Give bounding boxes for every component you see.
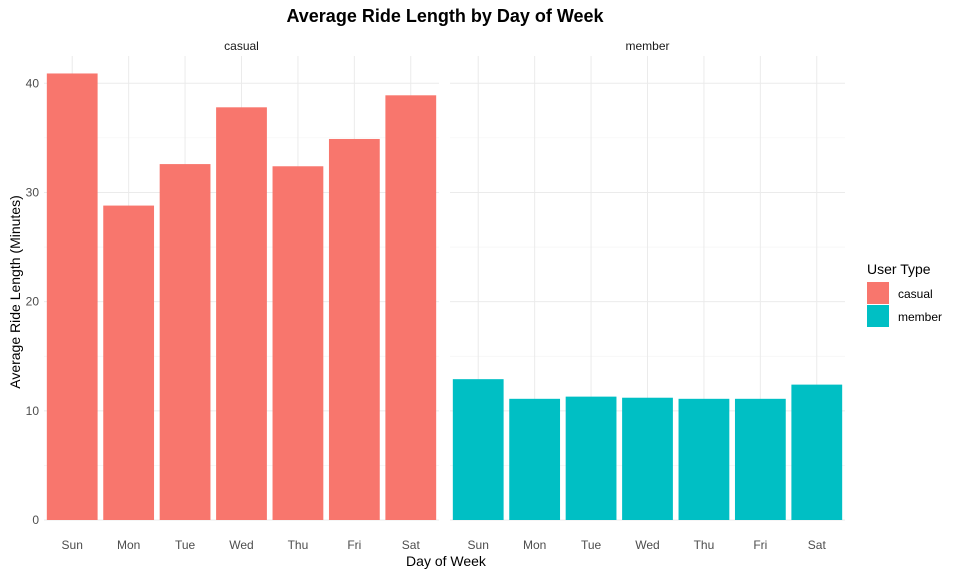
x-axis-title: Day of Week <box>406 553 487 569</box>
bar-member-tue <box>565 396 617 520</box>
legend-swatch-casual <box>867 282 889 304</box>
x-tick-label-casual-tue: Tue <box>175 538 196 552</box>
x-tick-label-casual-sun: Sun <box>62 538 83 552</box>
x-tick-label-casual-thu: Thu <box>288 538 309 552</box>
legend: User Type casual member <box>867 261 942 327</box>
facet-panels: casual Sun Mon Tue Wed Thu Fri Sat member Sun Mon T… <box>26 39 845 552</box>
x-tick-label-member-sun: Sun <box>468 538 489 552</box>
x-tick-label-member-tue: Tue <box>581 538 602 552</box>
bar-member-sat <box>791 384 843 520</box>
legend-swatch-member <box>867 305 889 327</box>
y-tick-label-30: 30 <box>26 185 40 199</box>
facet-strip-label-member: member <box>625 39 669 53</box>
x-tick-label-member-fri: Fri <box>753 538 767 552</box>
facet-panel-member: member Sun Mon Tue Wed Thu Fri Sat <box>450 39 845 552</box>
y-tick-label-0: 0 <box>32 513 39 527</box>
bar-member-fri <box>734 398 786 520</box>
legend-title: User Type <box>867 261 931 277</box>
legend-label-casual: casual <box>898 287 933 301</box>
x-tick-label-casual-fri: Fri <box>347 538 361 552</box>
x-tick-label-casual-mon: Mon <box>117 538 140 552</box>
y-axis-title: Average Ride Length (Minutes) <box>7 195 23 389</box>
y-tick-label-10: 10 <box>26 404 40 418</box>
bar-casual-sat <box>385 95 437 520</box>
bar-member-thu <box>678 398 730 520</box>
y-tick-label-40: 40 <box>26 76 40 90</box>
x-tick-label-casual-sat: Sat <box>402 538 421 552</box>
bar-casual-thu <box>272 166 324 520</box>
bar-casual-sun <box>46 73 98 521</box>
x-tick-label-member-wed: Wed <box>635 538 659 552</box>
x-tick-label-member-thu: Thu <box>694 538 715 552</box>
x-tick-label-member-sat: Sat <box>808 538 827 552</box>
bar-casual-tue <box>159 164 211 520</box>
facet-panel-casual: casual Sun Mon Tue Wed Thu Fri Sat <box>44 39 439 552</box>
y-tick-label-20: 20 <box>26 295 40 309</box>
bar-member-wed <box>622 397 673 520</box>
bar-member-sun <box>452 379 504 520</box>
x-tick-label-member-mon: Mon <box>523 538 546 552</box>
facet-strip-label-casual: casual <box>224 39 259 53</box>
legend-label-member: member <box>898 310 942 324</box>
x-tick-label-casual-wed: Wed <box>229 538 253 552</box>
bar-casual-wed <box>216 107 267 521</box>
bar-casual-fri <box>328 138 380 520</box>
bar-casual-mon <box>103 205 155 520</box>
chart-title: Average Ride Length by Day of Week <box>286 6 604 26</box>
bar-member-mon <box>509 398 561 520</box>
